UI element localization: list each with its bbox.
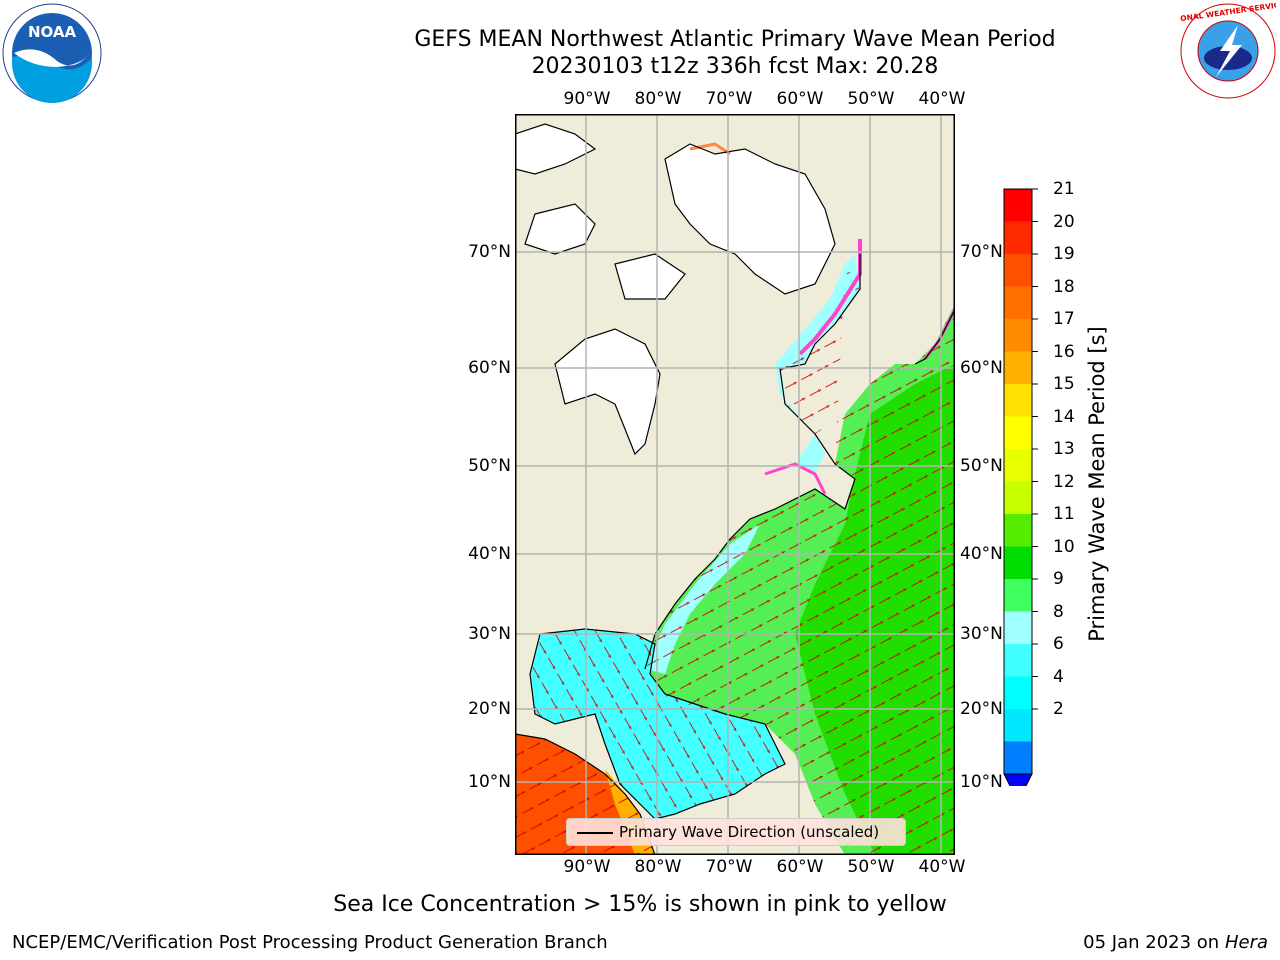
colorbar-tick-label: 13 bbox=[1053, 439, 1075, 459]
colorbar-tick-label: 2 bbox=[1053, 699, 1064, 719]
colorbar-tick-label: 20 bbox=[1053, 211, 1075, 232]
colorbar-tick-label: 16 bbox=[1053, 341, 1075, 362]
colorbar-tick-label: 4 bbox=[1053, 666, 1064, 687]
colorbar-segment bbox=[1004, 254, 1032, 287]
colorbar-segment bbox=[1004, 546, 1032, 580]
colorbar-tick-label: 19 bbox=[1053, 244, 1075, 264]
chart-title: GEFS MEAN Northwest Atlantic Primary Wav… bbox=[414, 27, 1056, 52]
colorbar-segment bbox=[1004, 286, 1032, 320]
sea-ice-note: Sea Ice Concentration > 15% is shown in … bbox=[333, 892, 947, 917]
lat-tick-left: 10°N bbox=[468, 772, 511, 792]
legend-line bbox=[577, 832, 613, 834]
lat-tick-right: 30°N bbox=[960, 624, 1003, 644]
nws-logo: NATIONAL WEATHER SERVICE bbox=[1160, 0, 1280, 99]
date-stamp: 05 Jan 2023 on Hera bbox=[1083, 932, 1268, 953]
lon-tick-bottom: 80°W bbox=[634, 857, 682, 877]
lat-tick-left: 70°N bbox=[468, 242, 511, 262]
colorbar-under-arrow bbox=[1003, 773, 1033, 786]
lat-tick-right: 20°N bbox=[960, 699, 1003, 719]
colorbar-segment bbox=[1004, 644, 1032, 677]
lon-tick-top: 60°W bbox=[776, 89, 824, 109]
colorbar-segment bbox=[1004, 514, 1032, 547]
lon-tick-bottom: 70°W bbox=[705, 857, 753, 877]
lon-tick-bottom: 60°W bbox=[776, 857, 824, 877]
lat-tick-right: 10°N bbox=[960, 772, 1003, 792]
colorbar-segment bbox=[1004, 384, 1032, 417]
lat-tick-left: 30°N bbox=[468, 624, 511, 644]
lat-tick-right: 40°N bbox=[960, 544, 1003, 564]
legend-label: Primary Wave Direction (unscaled) bbox=[619, 823, 880, 841]
map-legend: Primary Wave Direction (unscaled) bbox=[566, 818, 906, 846]
machine-name: Hera bbox=[1224, 932, 1268, 953]
map-plot bbox=[515, 114, 955, 855]
colorbar-tick-label: 10 bbox=[1053, 536, 1075, 557]
colorbar-tick-label: 15 bbox=[1053, 374, 1075, 394]
colorbar-tick-label: 11 bbox=[1053, 504, 1075, 524]
colorbar-tick-label: 6 bbox=[1053, 634, 1064, 654]
colorbar-segment bbox=[1004, 579, 1032, 612]
noaa-logo: NOAA bbox=[2, 3, 102, 103]
date-text: 05 Jan 2023 bbox=[1083, 932, 1192, 953]
lon-tick-top: 80°W bbox=[634, 89, 682, 109]
lat-tick-right: 60°N bbox=[960, 358, 1003, 378]
lat-tick-right: 70°N bbox=[960, 242, 1003, 262]
colorbar-tick-label: 12 bbox=[1053, 471, 1075, 492]
colorbar-segment bbox=[1004, 351, 1032, 385]
colorbar-segment bbox=[1004, 319, 1032, 352]
credit-line: NCEP/EMC/Verification Post Processing Pr… bbox=[12, 932, 608, 953]
colorbar-tick-label: 21 bbox=[1053, 179, 1075, 199]
colorbar-segment bbox=[1004, 449, 1032, 482]
svg-text:NOAA: NOAA bbox=[28, 23, 77, 41]
chart-subtitle: 20230103 t12z 336h fcst Max: 20.28 bbox=[531, 54, 939, 79]
lon-tick-top: 70°W bbox=[705, 89, 753, 109]
colorbar-segment bbox=[1004, 189, 1032, 222]
lon-tick-top: 90°W bbox=[563, 89, 611, 109]
lon-tick-top: 40°W bbox=[918, 89, 966, 109]
colorbar-segment bbox=[1004, 741, 1032, 775]
colorbar-tick-label: 17 bbox=[1053, 309, 1075, 329]
colorbar bbox=[1003, 188, 1038, 786]
colorbar-segment bbox=[1004, 221, 1032, 255]
colorbar-segment bbox=[1004, 676, 1032, 710]
colorbar-tick-label: 8 bbox=[1053, 601, 1064, 622]
colorbar-tick-label: 14 bbox=[1053, 406, 1075, 427]
lat-tick-left: 40°N bbox=[468, 544, 511, 564]
lon-tick-bottom: 40°W bbox=[918, 857, 966, 877]
lat-tick-left: 20°N bbox=[468, 699, 511, 719]
colorbar-segment bbox=[1004, 709, 1032, 742]
colorbar-tick-label: 9 bbox=[1053, 569, 1064, 589]
lon-tick-bottom: 90°W bbox=[563, 857, 611, 877]
arctic-ice bbox=[665, 144, 835, 294]
colorbar-tick-label: 18 bbox=[1053, 276, 1075, 297]
colorbar-label: Primary Wave Mean Period [s] bbox=[1085, 326, 1109, 642]
lat-tick-right: 50°N bbox=[960, 456, 1003, 476]
lon-tick-bottom: 50°W bbox=[847, 857, 895, 877]
colorbar-segment bbox=[1004, 416, 1032, 450]
date-on: on bbox=[1196, 932, 1220, 953]
lat-tick-left: 50°N bbox=[468, 456, 511, 476]
lat-tick-left: 60°N bbox=[468, 358, 511, 378]
lon-tick-top: 50°W bbox=[847, 89, 895, 109]
colorbar-segment bbox=[1004, 611, 1032, 645]
colorbar-segment bbox=[1004, 481, 1032, 515]
